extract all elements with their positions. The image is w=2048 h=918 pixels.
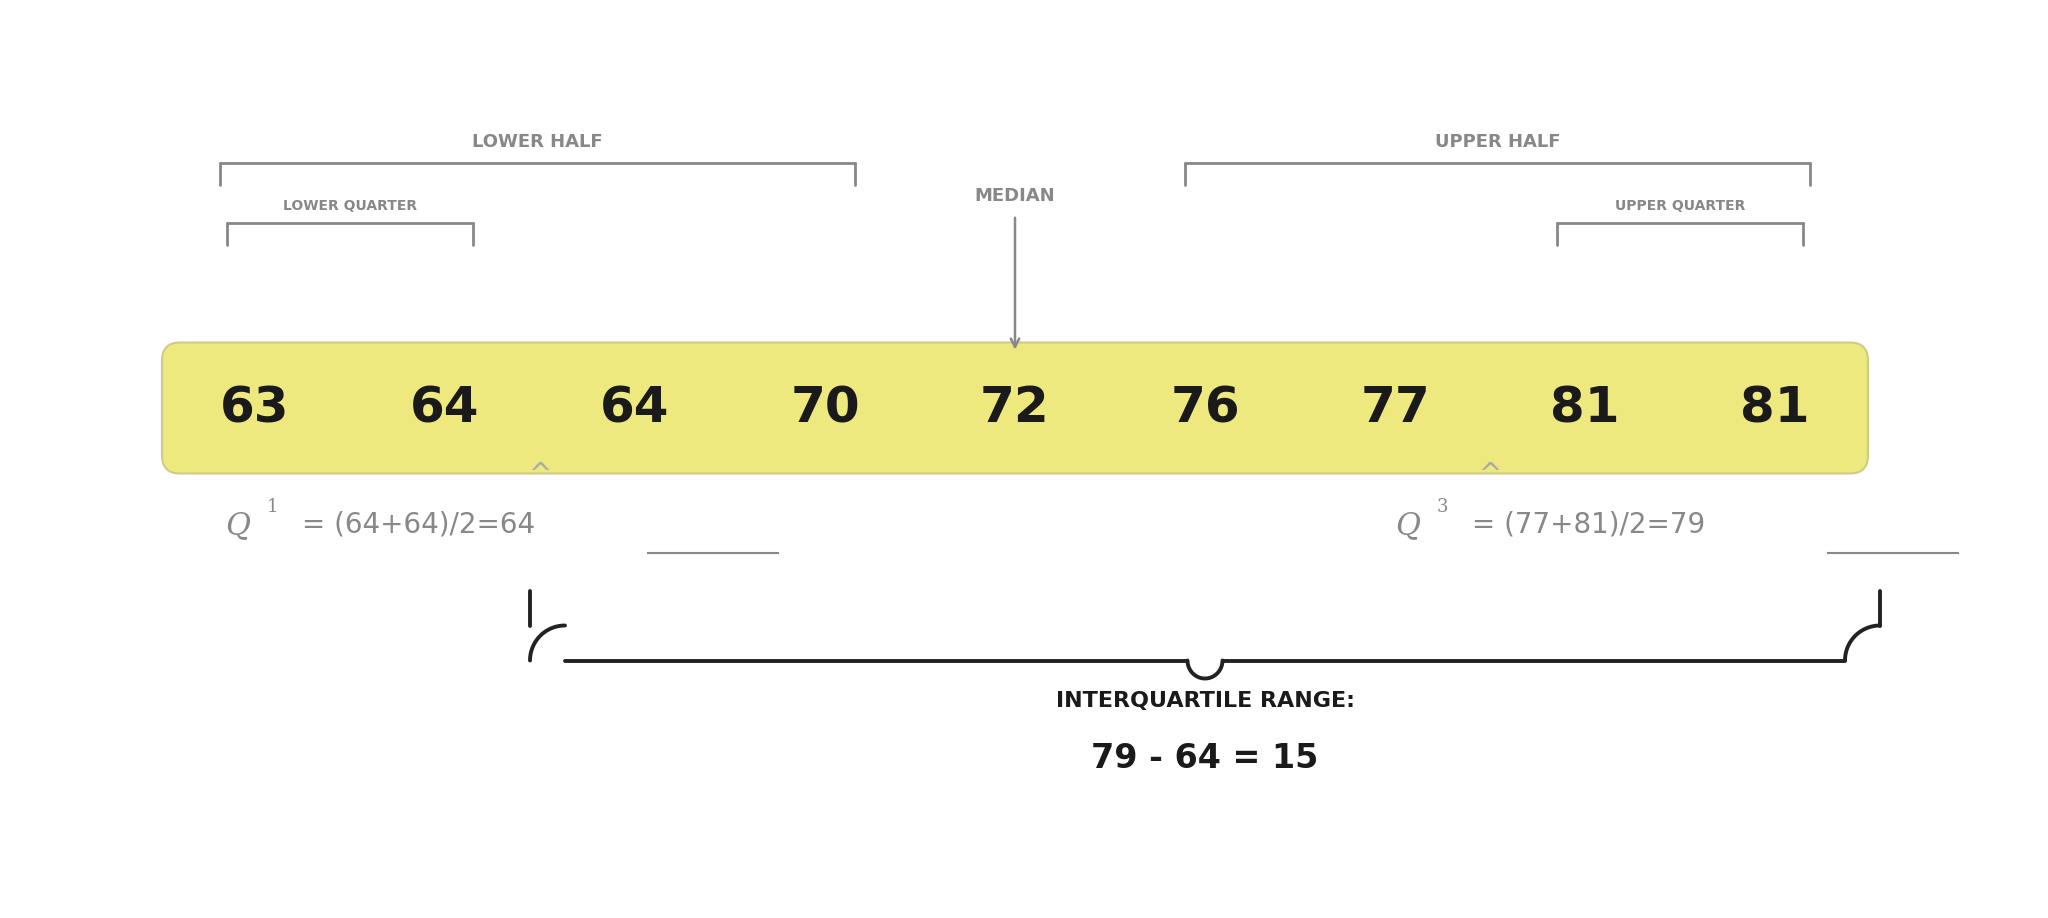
Text: 79 - 64 = 15: 79 - 64 = 15 [1092,743,1319,776]
Text: ^: ^ [528,461,551,488]
Text: INTERQUARTILE RANGE:: INTERQUARTILE RANGE: [1055,690,1354,711]
Text: UPPER QUARTER: UPPER QUARTER [1614,199,1745,213]
Text: Q: Q [1395,510,1419,542]
Text: MEDIAN: MEDIAN [975,187,1055,205]
Text: Q: Q [225,510,250,542]
Text: 63: 63 [221,384,289,432]
Text: = (77+81)/2=79: = (77+81)/2=79 [1462,510,1706,539]
Text: 76: 76 [1169,384,1239,432]
Text: 81: 81 [1550,384,1620,432]
Text: 81: 81 [1741,384,1810,432]
Text: UPPER HALF: UPPER HALF [1436,133,1561,151]
FancyBboxPatch shape [162,342,1868,474]
Text: 3: 3 [1438,498,1448,517]
Text: ^: ^ [1479,461,1501,488]
Text: 72: 72 [981,384,1051,432]
Text: = (64+64)/2=64: = (64+64)/2=64 [293,510,535,539]
Text: 70: 70 [791,384,860,432]
Text: 1: 1 [266,498,279,517]
Text: 64: 64 [600,384,670,432]
Text: LOWER QUARTER: LOWER QUARTER [283,199,418,213]
Text: 64: 64 [410,384,479,432]
Text: LOWER HALF: LOWER HALF [473,133,602,151]
Text: 77: 77 [1360,384,1430,432]
